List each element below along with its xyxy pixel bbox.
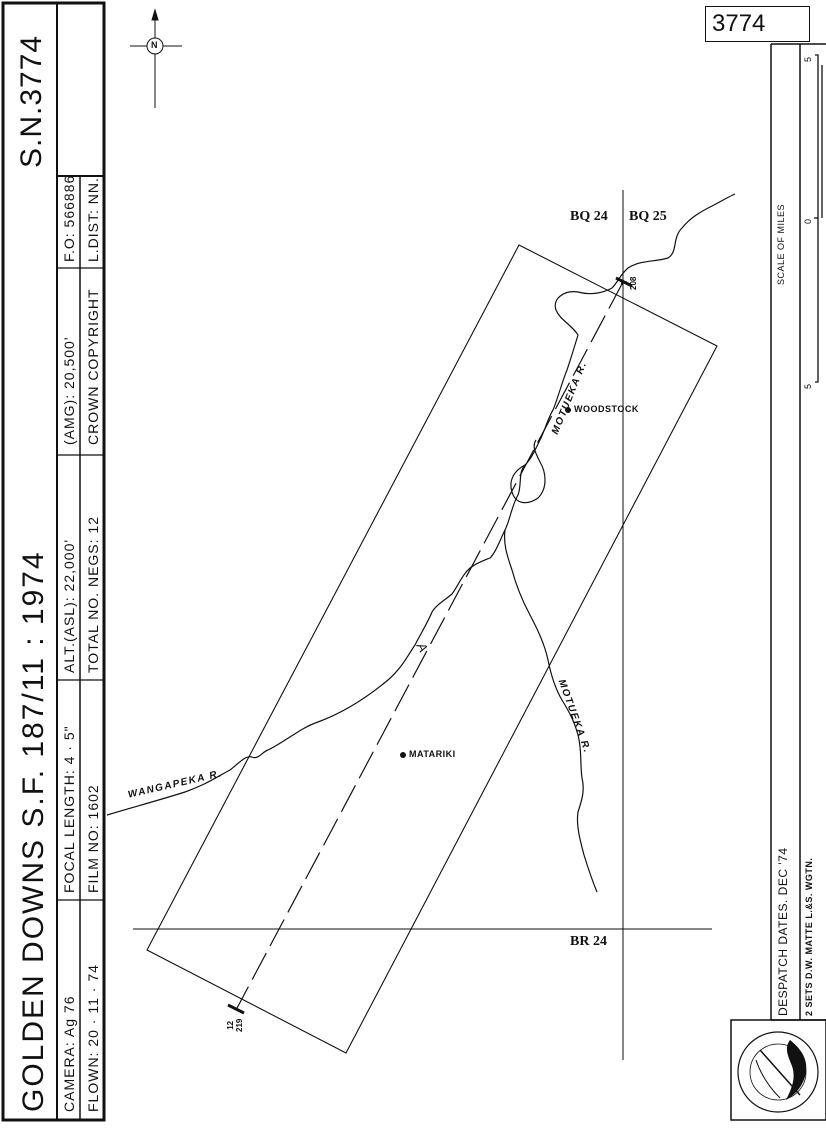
flight-line-south-end: 12 219 [226,1019,244,1032]
place-woodstock-label: WOODSTOCK [574,404,639,414]
woodstock-dot [565,407,571,413]
total-negs-cell: TOTAL NO. NEGS: 12 [85,516,242,689]
scale-bar [814,54,823,383]
scale-label-container: SCALE OF MILES [776,204,826,295]
ldist-cell: L.DIST: NN. [85,177,170,278]
scale-label: SCALE OF MILES [776,203,786,285]
place-matariki-label: MATARIKI [409,749,456,759]
coverage-rectangle [146,244,718,1054]
scale-tick-right-container: 5 [803,56,813,72]
despatch-sets-container: 2 SETS D.W. MATTE L.&S. WGTN. [804,858,826,1026]
scale-tick-mid-container: 0 [803,218,813,234]
river-motueka-south [503,529,598,893]
sheet-number-box: 3774 [705,6,810,42]
nz-aerial-mapping-logo [737,1031,819,1113]
grid-label-bq25-text: BQ 25 [629,209,667,224]
north-arrow [130,8,182,108]
altitude-amg-text: (AMG): 20,500' [61,336,77,446]
grid-label-bq24: BQ 24 [570,209,608,225]
right-margin-frame [730,43,826,1121]
matariki-dot [400,752,406,758]
flight-line-south-neg: 219 [235,1018,244,1032]
survey-number-container: S.N.3774 [15,35,148,202]
ldist-text: L.DIST: NN. [85,177,101,262]
place-woodstock: WOODSTOCK [574,404,639,414]
flight-line-north-run: 1 [620,281,629,286]
total-negs-text: TOTAL NO. NEGS: 12 [85,515,101,673]
grid-lines [133,190,712,1060]
survey-number: S.N.3774 [15,34,48,168]
scale-tick-left-container: 5 [803,383,813,399]
altitude-asl-text: ALT.(ASL): 22,000' [61,538,77,673]
flight-line-south-run: 12 [226,1020,235,1030]
despatch-dates: DESPATCH DATES. DEC '74 [776,847,790,1017]
river-wangapeka-motueka [106,193,736,816]
flight-line-north-neg: 208 [629,276,638,290]
grid-label-bq25: BQ 25 [629,209,667,225]
grid-label-br24: BR 24 [570,934,607,950]
focal-length-text: FOCAL LENGTH: 4 · 5" [61,725,77,893]
river-oxbow [510,439,546,504]
flown-cell: FLOWN: 20 · 11 · 74 [85,964,233,1128]
scale-tick-right: 5 [803,56,813,62]
scale-tick-mid: 0 [803,218,813,224]
north-label: N [151,40,158,50]
flight-line-a [235,281,624,1011]
map-canvas [1,1,826,1122]
north-label-container: N [151,40,158,50]
scale-tick-left: 5 [803,383,813,389]
flight-line-end-tick-south [227,1003,245,1015]
despatch-sets: 2 SETS D.W. MATTE L.&S. WGTN. [804,857,814,1016]
flight-line-north-end: 1 208 [620,277,638,290]
title-block-frame [1,1,106,1122]
film-no-cell: FILM NO: 1602 [85,784,194,909]
map-title: GOLDEN DOWNS S.F. 187/11 : 1974 [17,550,50,1112]
sheet-number: 3774 [712,10,766,37]
copyright-cell: CROWN COPYRIGHT [85,288,242,461]
grid-label-br24-text: BR 24 [570,934,607,949]
film-no-text: FILM NO: 1602 [85,784,101,893]
flown-text: FLOWN: 20 · 11 · 74 [85,964,101,1112]
copyright-text: CROWN COPYRIGHT [85,288,101,445]
grid-label-bq24-text: BQ 24 [570,209,608,224]
place-matariki: MATARIKI [409,749,456,759]
camera-text: CAMERA: Ag 76 [61,995,77,1113]
fo-text: F.O: 566886 [61,174,77,262]
